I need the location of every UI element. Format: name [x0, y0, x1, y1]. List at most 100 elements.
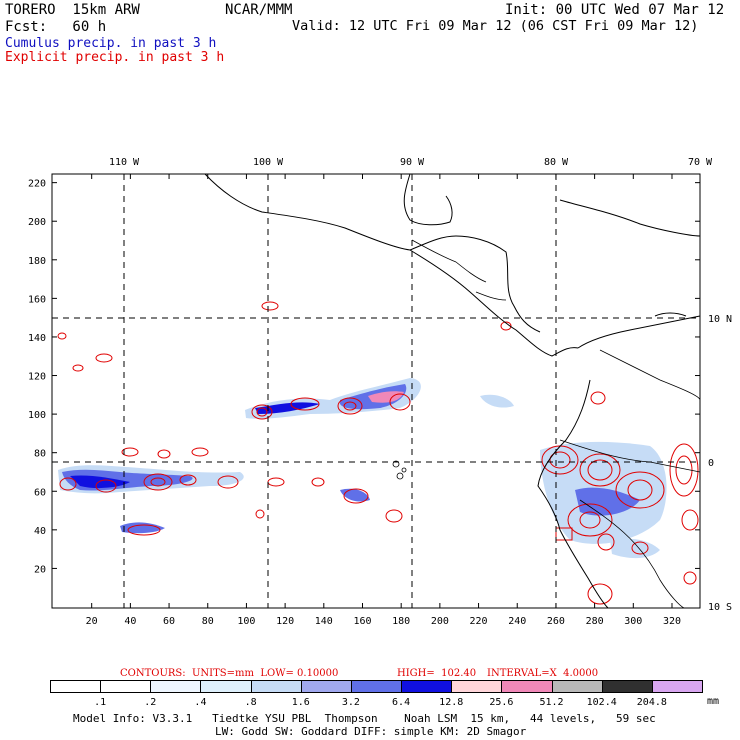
contour-cluster: [311, 477, 325, 487]
colorbar-swatch: [150, 680, 202, 693]
colorbar-label: 3.2: [341, 697, 360, 708]
x-tick-label: 300: [624, 616, 642, 627]
x-tick-label: 120: [276, 616, 294, 627]
colorbar-swatch: [100, 680, 152, 693]
x-tick-label: 60: [163, 616, 175, 627]
x-tick-label: 160: [353, 616, 371, 627]
contour-cluster: [683, 571, 697, 585]
contour-info-interval: INTERVAL=X 4.0000: [487, 668, 599, 679]
contour-cluster: [597, 533, 615, 551]
y-tick-label: 180: [28, 256, 46, 267]
contour-cluster: [59, 477, 77, 491]
border: [475, 291, 507, 301]
field-label-cumulus: Cumulus precip. in past 3 h: [5, 36, 217, 51]
contour-cluster: [343, 401, 357, 411]
lat-label: 10 N: [708, 314, 732, 325]
central-america-pacific: [409, 249, 579, 357]
x-tick-label: 40: [124, 616, 136, 627]
colorbar-swatch: [350, 680, 403, 693]
model-info-line1: Model Info: V3.3.1 Tiedtke YSU PBL Thomp…: [73, 712, 656, 725]
lon-label: 80 W: [544, 157, 569, 168]
contour-cluster: [72, 364, 84, 372]
contour-cluster: [590, 391, 606, 405]
contour-cluster: [337, 397, 363, 415]
south-america-north: [577, 315, 701, 349]
y-tick-label: 140: [28, 333, 46, 344]
colorbar-swatch: [501, 680, 553, 693]
precip-core-west2: [70, 475, 130, 489]
colorbar-label: 204.8: [636, 697, 667, 708]
y-tick-label: 60: [34, 487, 46, 498]
x-tick-label: 260: [547, 616, 565, 627]
contour-cluster: [251, 404, 273, 420]
precip-pink-center: [368, 391, 404, 403]
lon-label: 110 W: [109, 157, 140, 168]
y-axis-ticks: 20 40 60 80 100 120 140 160 180 200 220: [28, 179, 700, 575]
contour-cluster: [255, 509, 265, 519]
contour-cluster: [121, 447, 139, 457]
cuba: [559, 199, 701, 237]
colorbar-swatch: [401, 680, 453, 693]
contour-cluster: [500, 321, 512, 331]
x-tick-label: 20: [86, 616, 98, 627]
contour-cluster: [631, 541, 649, 555]
contour-info-high: HIGH= 102.40: [397, 668, 477, 679]
contour-cluster: [567, 503, 613, 537]
colorbar-label: .8: [244, 697, 257, 708]
x-tick-label: 100: [237, 616, 255, 627]
colorbar-unit: mm: [707, 696, 720, 707]
border: [599, 349, 701, 401]
x-tick-label: 200: [431, 616, 449, 627]
border: [455, 261, 487, 283]
x-tick-label: 240: [508, 616, 526, 627]
central-america-carib: [455, 235, 541, 333]
x-tick-label: 220: [470, 616, 488, 627]
contour-cluster: [627, 479, 653, 501]
precip-east-core: [575, 487, 640, 516]
colorbar-label: .1: [94, 697, 107, 708]
colorbar-label: 102.4: [586, 697, 617, 708]
explicit-precip-contours: [57, 301, 699, 605]
longitude-labels: 110 W 100 W 90 W 80 W 70 W: [109, 157, 713, 168]
colorbar-swatch: [601, 680, 653, 693]
colorbar-swatch: [551, 680, 603, 693]
caribbean-island: [654, 312, 687, 317]
contour-info-label: CONTOURS: UNITS=mm LOW= 0.10000: [120, 668, 339, 679]
contour-cluster: [681, 509, 699, 531]
cumulus-precip-shading: [58, 378, 667, 559]
y-tick-label: 100: [28, 410, 46, 421]
contour-cluster: [669, 443, 699, 497]
y-tick-label: 160: [28, 294, 46, 305]
contour-cluster: [150, 477, 166, 487]
forecast-hour: Fcst: 60 h: [5, 19, 107, 35]
colorbar-label: .2: [144, 697, 157, 708]
y-tick-label: 120: [28, 372, 46, 383]
island: [401, 467, 407, 473]
contour-cluster: [95, 353, 113, 363]
colorbar-swatch: [651, 680, 703, 693]
contour-cluster: [385, 509, 403, 523]
contour-cluster: [57, 332, 67, 340]
gulf-coast: [403, 173, 453, 226]
y-tick-label: 40: [34, 526, 46, 537]
precip-core-center: [255, 402, 320, 414]
field-label-explicit: Explicit precip. in past 3 h: [5, 50, 225, 65]
colorbar-swatch: [250, 680, 302, 693]
x-axis-ticks: 20 40 60 80 100 120 140 160 180 200 220 240 260 280 30…: [86, 174, 681, 627]
precip-scatter-2: [340, 488, 370, 502]
contour-cluster: [587, 459, 613, 481]
init-time: Init: 00 UTC Wed 07 Mar 12: [505, 2, 725, 18]
colorbar-swatch: [200, 680, 252, 693]
galapagos-islands: [392, 460, 407, 480]
contour-cluster: [127, 524, 161, 536]
y-tick-label: 80: [34, 449, 46, 460]
island: [392, 460, 400, 468]
contour-cluster: [549, 451, 571, 469]
lon-label: 70 W: [688, 157, 713, 168]
contour-cluster: [579, 511, 601, 529]
latitude-labels: 10 N 0 10 S: [708, 314, 732, 613]
border: [579, 499, 685, 609]
contour-cluster: [217, 475, 239, 489]
colorbar-label: 6.4: [392, 697, 411, 708]
